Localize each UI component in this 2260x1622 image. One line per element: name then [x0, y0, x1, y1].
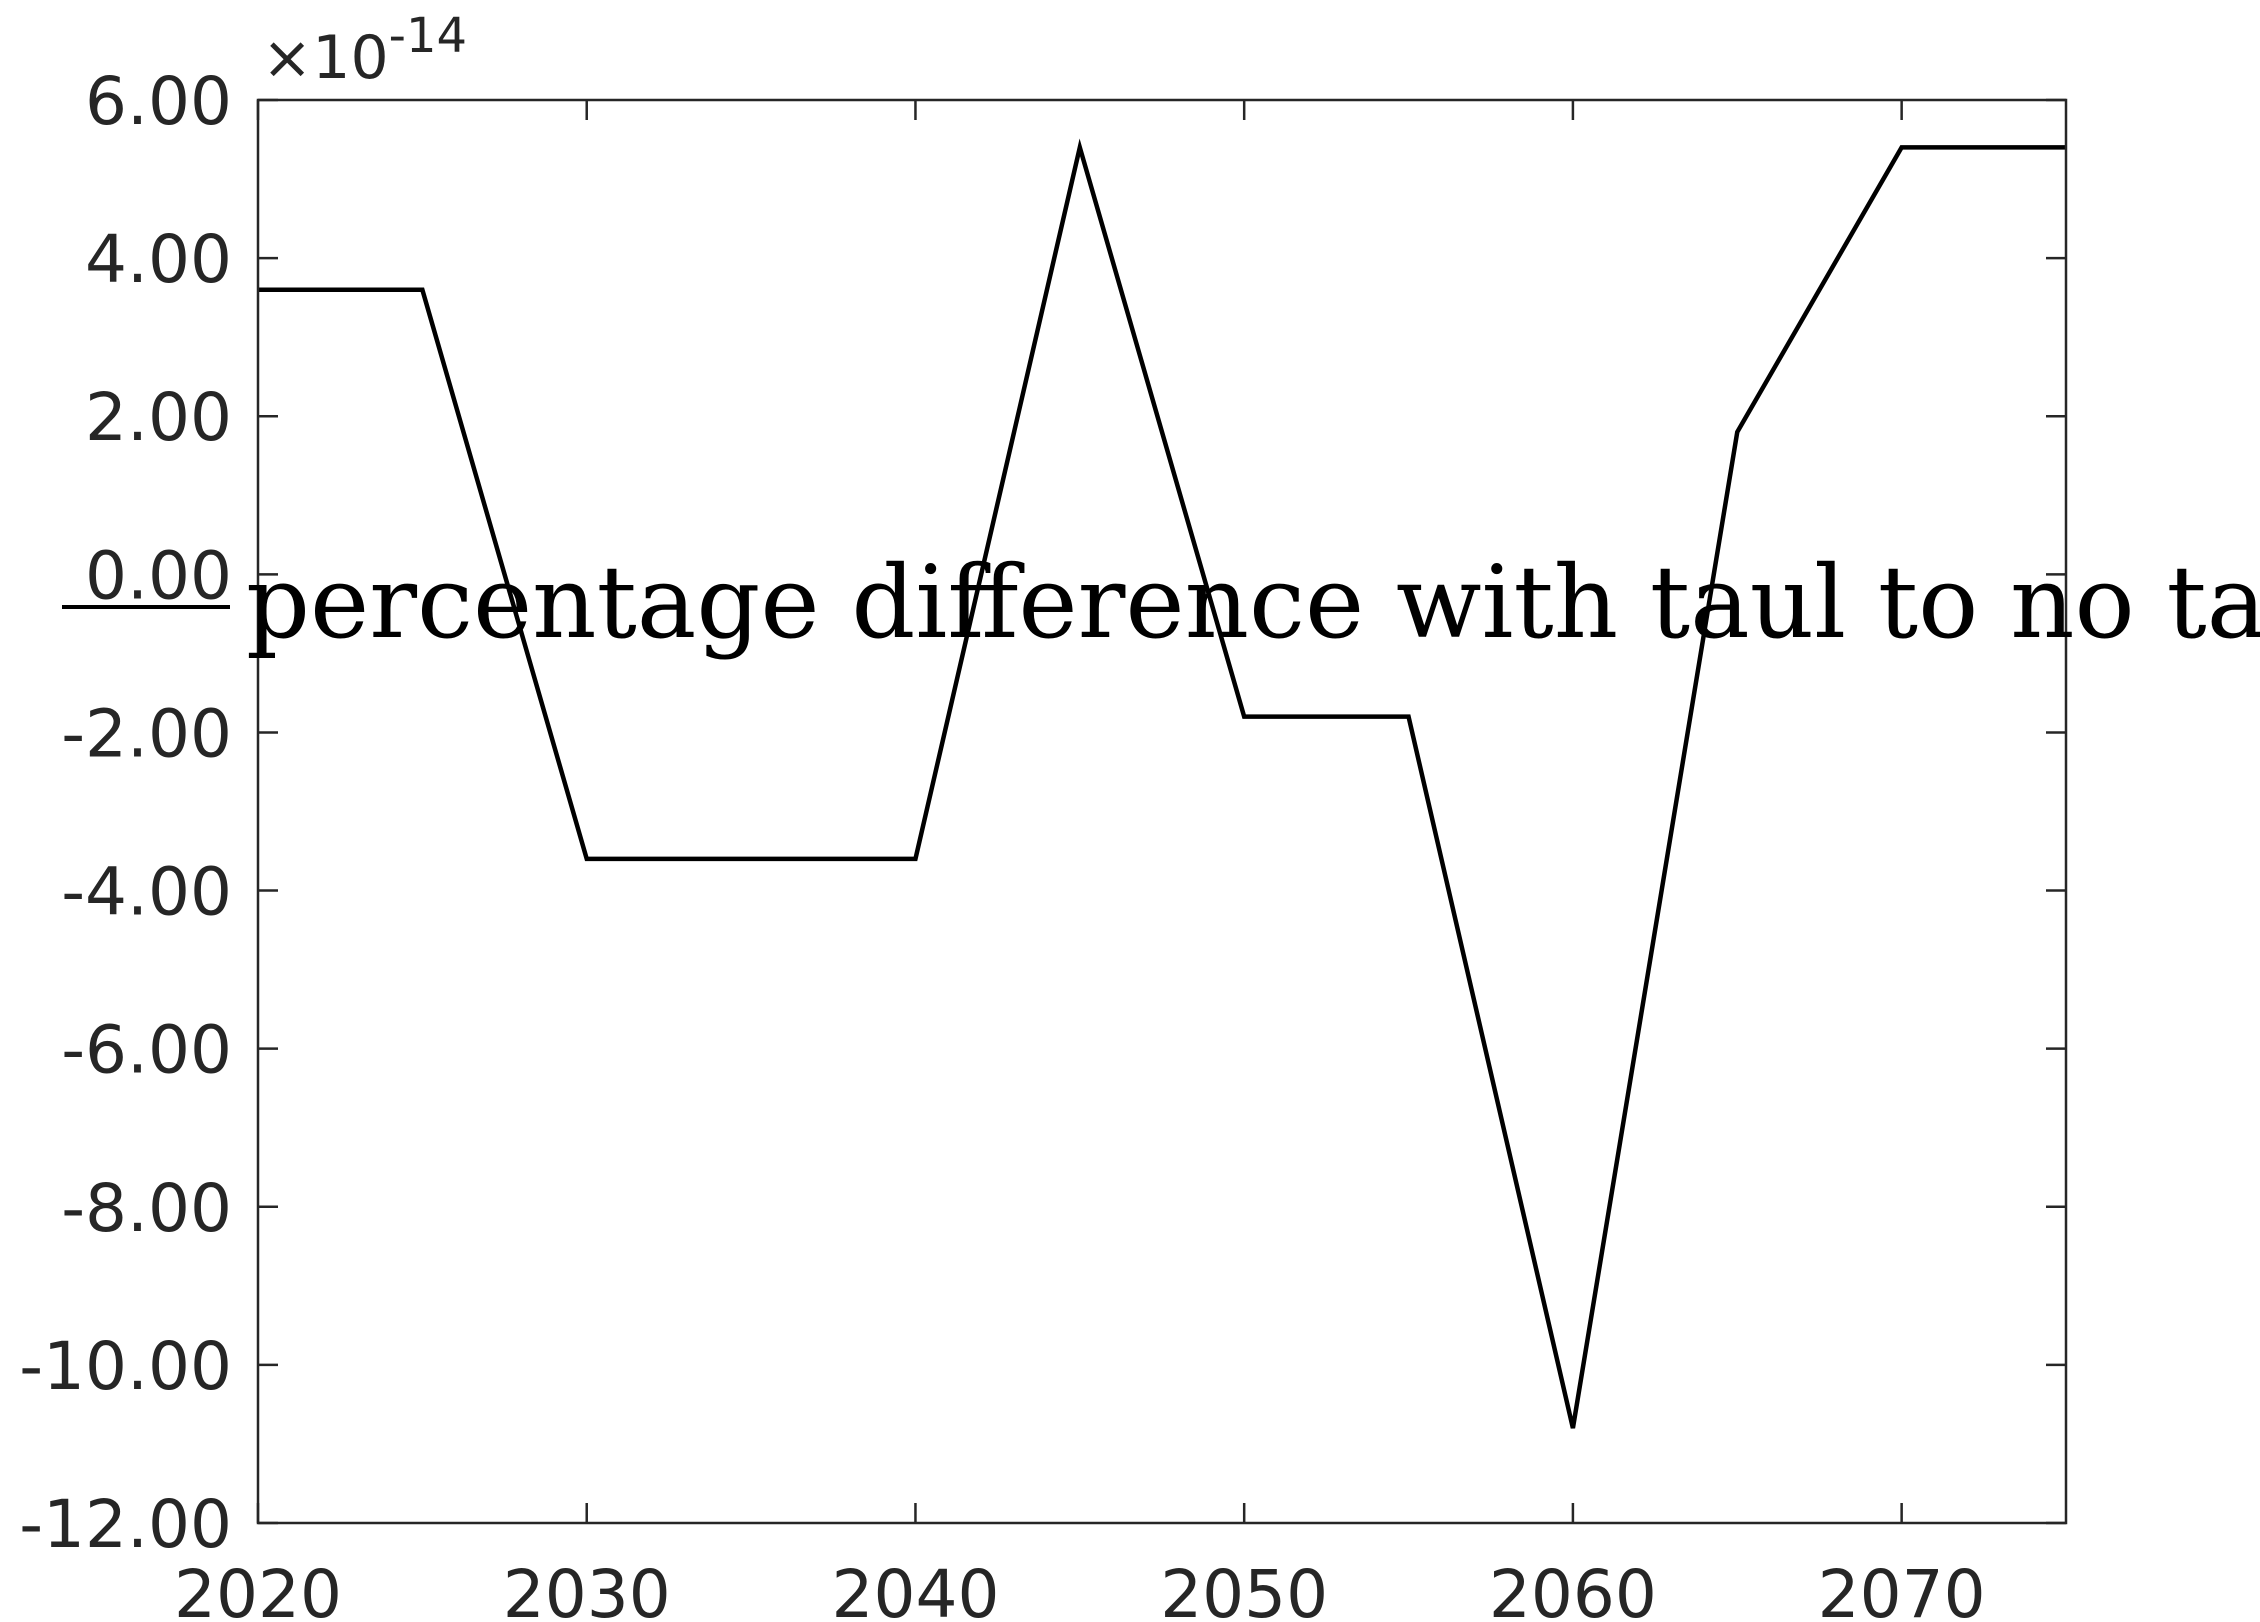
- x-tick-label: 2070: [1818, 1556, 1986, 1622]
- plot-area: [258, 100, 2066, 1523]
- series-layer: [258, 138, 2066, 1429]
- y-tick-label: 6.00: [85, 63, 232, 140]
- legend: percentage difference with taul to no ta…: [62, 544, 2260, 661]
- x-tick-label: 2060: [1489, 1556, 1657, 1622]
- y-tick-label: -2.00: [61, 695, 232, 772]
- y-tick-label: -8.00: [61, 1170, 232, 1247]
- y-axis-ticks: 6.00 4.00 2.00 0.00 -2.00 -4.00 -6.00 -8.00 -10.…: [19, 63, 2066, 1563]
- y-tick-label: 0.00: [85, 537, 232, 614]
- x-axis-ticks: 2020 2030 2040 2050 2060 2070: [174, 100, 1986, 1622]
- axes-frame: [256, 98, 2068, 1525]
- y-tick-label: -6.00: [61, 1012, 232, 1089]
- y-exponent-base: ×10: [262, 23, 389, 93]
- y-exponent-power: -14: [389, 8, 467, 64]
- y-tick-label: 2.00: [85, 379, 232, 456]
- x-tick-label: 2030: [503, 1556, 671, 1622]
- x-tick-label: 2050: [1160, 1556, 1328, 1622]
- plot-background: [258, 100, 2066, 1523]
- series-line-0: [258, 138, 2066, 1429]
- y-tick-label: -12.00: [19, 1486, 232, 1563]
- y-tick-label: -10.00: [19, 1328, 232, 1405]
- y-tick-label: 4.00: [85, 221, 232, 298]
- x-tick-label: 2040: [831, 1556, 999, 1622]
- axes-box: [256, 98, 2068, 1525]
- y-tick-label: -4.00: [61, 854, 232, 931]
- legend-label: percentage difference with taul to no ta…: [246, 544, 2260, 661]
- x-tick-label: 2020: [174, 1556, 342, 1622]
- y-exponent-label: ×10-14: [262, 8, 467, 93]
